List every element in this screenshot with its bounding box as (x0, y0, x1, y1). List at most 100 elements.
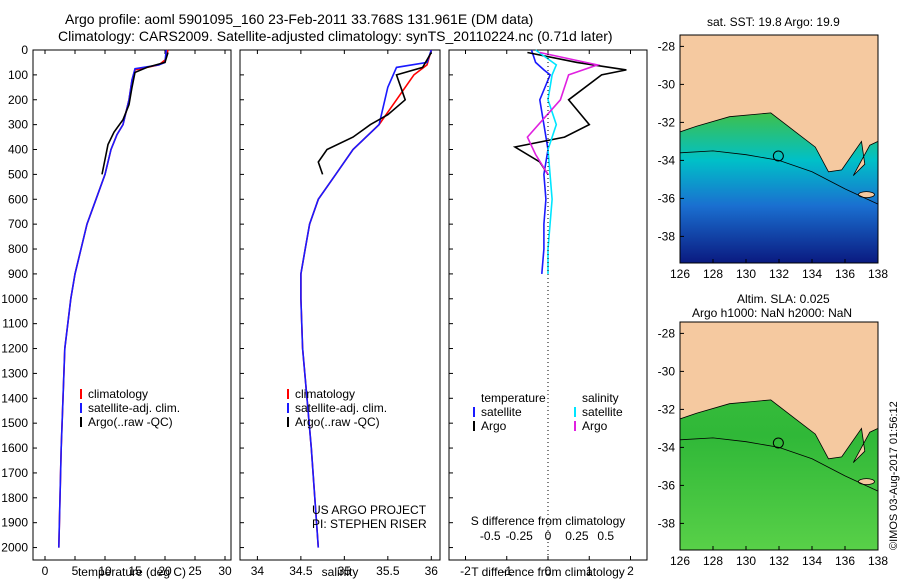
x-tick-label: 0 (42, 564, 49, 578)
map-y-tick-label: -30 (658, 364, 676, 378)
y-tick-label: 800 (8, 242, 28, 256)
series-line-3 (535, 49, 558, 274)
y-tick-label: 900 (8, 267, 28, 281)
series-line-2 (58, 49, 167, 548)
land-area (679, 34, 879, 176)
panel-frame (32, 49, 232, 561)
kangaroo-island (858, 478, 875, 486)
series-line-2 (512, 51, 627, 175)
map-x-tick-label: 138 (868, 554, 888, 568)
x-tick-label: -1 (501, 564, 512, 578)
y-tick-label: 400 (8, 143, 28, 157)
series-line-3 (101, 52, 169, 175)
annotation-text: US ARGO PROJECT (312, 503, 427, 517)
x-tick-label: 0 (545, 564, 552, 578)
x-tick-label: 30 (218, 564, 232, 578)
legend-label: satellite-adj. clim. (88, 401, 180, 415)
header-line-2: Climatology: CARS2009. Satellite-adjuste… (58, 28, 613, 44)
y-tick-label: 1700 (1, 466, 28, 480)
x-top-tick-label: -0.5 (480, 529, 501, 543)
x-tick-label: 34.5 (289, 564, 313, 578)
legend-title: temperature (481, 391, 546, 405)
map-x-tick-label: 134 (802, 267, 822, 281)
profile-panel-3: -2 -1 0 1 2T difference from climatology -0.5… (448, 49, 648, 579)
legend-label: satellite (582, 405, 623, 419)
map-2-title: Altim. SLA: 0.025 (737, 292, 830, 306)
x-tick-label: 36 (425, 564, 439, 578)
x-tick-label: 2 (627, 564, 634, 578)
map-x-tick-label: 138 (868, 267, 888, 281)
y-tick-label: 1500 (1, 416, 28, 430)
shelf-contour (679, 150, 879, 205)
x-axis-label: salinity (322, 565, 359, 579)
y-tick-label: 700 (8, 217, 28, 231)
x-top-tick-label: 0.5 (597, 529, 614, 543)
map-y-tick-label: -30 (658, 77, 676, 91)
kangaroo-island (858, 191, 875, 199)
x-tick-label: -2 (460, 564, 471, 578)
series-line-4 (526, 51, 601, 175)
y-tick-label: 100 (8, 68, 28, 82)
map-x-tick-label: 128 (703, 554, 723, 568)
x-axis-label-2: S difference from climatology (471, 514, 626, 528)
x-tick-label: 34 (251, 564, 265, 578)
profile-panel-2: 34 34.5 35 35.5 36 salinity climatologysatelli… (239, 49, 441, 579)
panel-frame (239, 49, 441, 561)
x-axis-label: T difference from climatology (471, 565, 625, 579)
y-tick-label: 1200 (1, 342, 28, 356)
x-top-tick-label: -0.25 (505, 529, 533, 543)
legend-title: salinity (582, 391, 619, 405)
legend-label: satellite-adj. clim. (295, 401, 387, 415)
map-y-tick-label: -28 (658, 326, 676, 340)
map-x-tick-label: 134 (802, 554, 822, 568)
legend-label: climatology (88, 387, 148, 401)
annotation-text: PI: STEPHEN RISER (312, 517, 427, 531)
x-tick-label: 35 (338, 564, 352, 578)
series-line-1 (530, 49, 552, 274)
land-area (679, 321, 879, 463)
profile-panel-1: 0 5 10 15 20 25 30 temperature (deg C) 0 100 200 30… (1, 43, 232, 579)
x-axis-label: temperature (deg C) (78, 565, 186, 579)
map-y-tick-label: -38 (658, 229, 676, 243)
argo-position-marker (772, 150, 784, 162)
series-line-3 (317, 52, 432, 175)
y-tick-label: 1400 (1, 391, 28, 405)
legend-label: Argo (582, 419, 608, 433)
map-x-tick-label: 126 (670, 267, 690, 281)
y-tick-label: 300 (8, 118, 28, 132)
x-top-tick-label: 0 (545, 529, 552, 543)
map-x-tick-label: 126 (670, 554, 690, 568)
y-tick-label: 1600 (1, 441, 28, 455)
y-tick-label: 1100 (2, 317, 28, 331)
map-x-tick-label: 132 (769, 267, 789, 281)
x-top-tick-label: 0.25 (565, 529, 589, 543)
argo-position-marker (772, 437, 784, 449)
map-panel-1: 126 128 130 132 134 136 138 -28 -30 -32 -34 -36 -38 (658, 34, 888, 281)
y-tick-label: 500 (8, 167, 28, 181)
map-y-tick-label: -32 (658, 402, 676, 416)
imos-credit: ©IMOS 03-Aug-2017 01:56:12 (888, 401, 900, 550)
map-y-tick-label: -32 (658, 115, 676, 129)
legend-label: satellite (481, 405, 522, 419)
x-tick-label: 10 (98, 564, 112, 578)
series-line-2 (300, 49, 433, 548)
map-x-tick-label: 130 (736, 267, 756, 281)
shelf-contour (679, 437, 879, 492)
y-tick-label: 0 (21, 43, 28, 57)
y-tick-label: 200 (8, 93, 28, 107)
y-tick-label: 1000 (1, 292, 28, 306)
x-tick-label: 1 (586, 564, 593, 578)
map-x-tick-label: 132 (769, 554, 789, 568)
legend-label: Argo(..raw -QC) (88, 415, 173, 429)
y-tick-label: 1900 (1, 516, 28, 530)
map-x-tick-label: 128 (703, 267, 723, 281)
map-x-tick-label: 136 (835, 267, 855, 281)
map-y-tick-label: -36 (658, 478, 676, 492)
y-tick-label: 1800 (1, 491, 28, 505)
map-2-subtitle: Argo h1000: NaN h2000: NaN (692, 306, 853, 320)
x-tick-label: 5 (72, 564, 79, 578)
y-tick-label: 600 (8, 192, 28, 206)
map-y-tick-label: -28 (658, 39, 676, 53)
y-tick-label: 1300 (1, 366, 28, 380)
